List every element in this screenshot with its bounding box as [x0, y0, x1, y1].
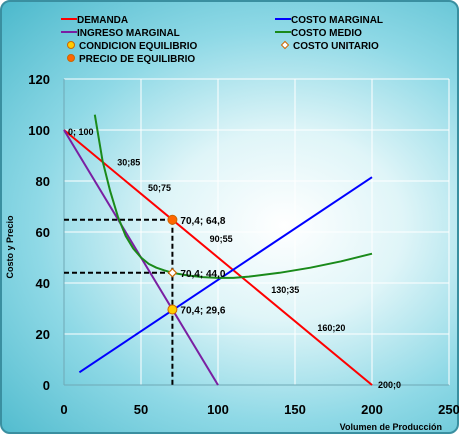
grid: [63, 78, 450, 386]
legend-entry: INGRESO MARGINAL: [77, 28, 180, 39]
series-line-3: [93, 114, 373, 279]
legend-swatch-marker: [67, 54, 75, 62]
series-line-1: [78, 176, 373, 374]
demand-point-label: 50;75: [148, 183, 171, 193]
y-tick-label: 80: [36, 174, 50, 189]
demand-point-label: 130;35: [271, 285, 299, 295]
costo-unitario-marker: [167, 267, 178, 278]
x-tick-label: 100: [207, 402, 229, 417]
legend-swatch-marker: [67, 41, 75, 49]
precio-equilibrio-marker: [167, 214, 178, 225]
x-tick-label: 250: [438, 402, 459, 417]
y-tick-label: 40: [36, 276, 50, 291]
key-point-label: 70,4; 64,8: [180, 216, 225, 227]
key-point-label: 70,4; 29,6: [180, 306, 225, 317]
legend: DEMANDA COSTO MARGINAL INGRESO MARGINAL COS…: [61, 15, 383, 65]
legend-entry: DEMANDA: [77, 15, 128, 26]
x-tick-label: 200: [361, 402, 383, 417]
legend-entry: COSTO MARGINAL: [291, 15, 383, 26]
tick-labels: 0 50 100 150 200 250 0 20 40 60 80 100 120: [28, 72, 459, 417]
legend-entry: PRECIO DE EQUILIBRIO: [79, 54, 195, 65]
demand-point-label: 90;55: [210, 234, 233, 244]
y-axis-title: Costo y Precio: [5, 215, 15, 279]
x-axis-title: Volumen de Producción: [340, 422, 442, 432]
y-tick-label: 100: [28, 123, 50, 138]
key-point-label: 70,4; 44,0: [180, 269, 225, 280]
y-tick-label: 20: [36, 327, 50, 342]
demand-point-label: 160;20: [317, 323, 345, 333]
data-labels: 0; 100 30;85 50;75 90;55 130;35 160;20 200;0 70…: [68, 127, 401, 390]
condicion-equilibrio-marker: [167, 304, 178, 315]
series-layer: [63, 114, 373, 386]
y-tick-label: 0: [43, 378, 50, 393]
demand-point-label: 30;85: [117, 157, 140, 167]
y-tick-label: 120: [28, 72, 50, 87]
x-tick-label: 50: [134, 402, 148, 417]
equilibrium-guides: [64, 218, 174, 385]
y-tick-label: 60: [36, 225, 50, 240]
legend-entry: CONDICION EQUILIBRIO: [79, 41, 198, 52]
series-line-0: [63, 129, 373, 386]
demand-point-label: 200;0: [378, 380, 401, 390]
demand-point-label: 0; 100: [68, 127, 94, 137]
legend-swatch-diamond: [280, 40, 290, 50]
legend-entry: COSTO MEDIO: [291, 28, 362, 39]
x-tick-label: 0: [60, 402, 67, 417]
x-tick-label: 150: [284, 402, 306, 417]
legend-entry: COSTO UNITARIO: [293, 41, 379, 52]
